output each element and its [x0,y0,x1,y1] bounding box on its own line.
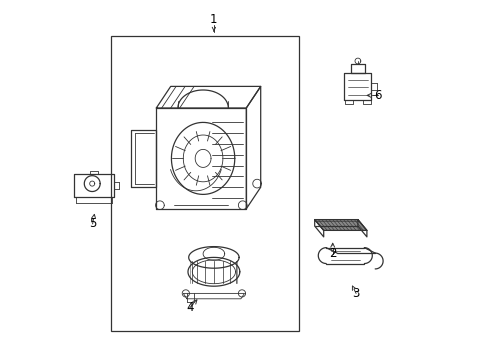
Bar [111,36,298,331]
Text: 3: 3 [352,287,359,300]
Text: 1: 1 [210,13,217,26]
Text: 4: 4 [185,301,193,314]
Text: 6: 6 [373,89,381,102]
Text: 5: 5 [89,217,96,230]
Text: 2: 2 [328,247,336,260]
